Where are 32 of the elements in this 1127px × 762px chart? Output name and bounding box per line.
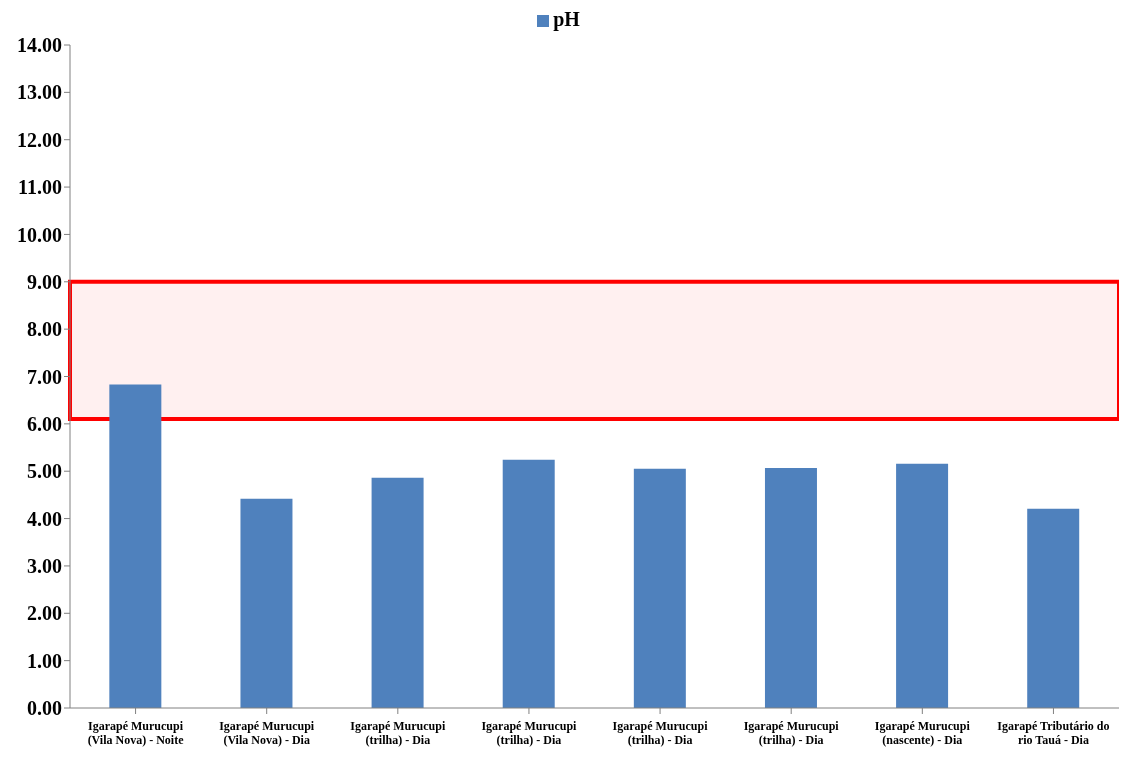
y-tick-label: 6.00 [27,412,62,435]
y-tick-label: 4.00 [27,507,62,530]
y-tick-label: 10.00 [17,223,62,246]
y-tick-label: 13.00 [17,81,62,104]
y-tick-label: 14.00 [17,34,62,57]
bar [240,498,293,708]
y-tick-label: 5.00 [27,460,62,483]
x-tick-label: Igarapé Murucupi (Vila Nova) - Noite [87,719,185,747]
legend-label: pH [553,8,580,30]
x-tick-label: Igarapé Tributário do rio Tauá - Dia [997,719,1110,747]
y-tick-label: 3.00 [27,555,62,578]
y-tick-label: 0.00 [27,697,62,720]
x-tick-label: Igarapé Murucupi (trilha) - Dia [481,719,578,747]
x-tick-label: Igarapé Murucupi (trilha) - Dia [743,719,840,747]
bar [896,463,949,708]
x-tick-label: Igarapé Murucupi (trilha) - Dia [350,719,446,747]
y-tick-label: 2.00 [27,602,62,625]
bar [764,467,817,708]
y-tick-label: 11.00 [18,176,62,199]
y-tick-label: 9.00 [27,270,62,293]
x-tick-label: Igarapé Murucupi (Vila Nova) - Dia [219,719,315,747]
bar [109,384,162,708]
bar [633,468,686,708]
y-tick-label: 7.00 [27,365,62,388]
y-tick-label: 12.00 [17,128,62,151]
bar [502,459,555,708]
y-tick-label: 8.00 [27,318,62,341]
bar [1027,508,1080,708]
x-tick-label: Igarapé Murucupi (trilha) - Dia [612,719,709,747]
x-tick-label: Igarapé Murucupi (nascente) - Dia [874,719,971,747]
y-tick-label: 1.00 [27,649,62,672]
bar [371,477,424,708]
